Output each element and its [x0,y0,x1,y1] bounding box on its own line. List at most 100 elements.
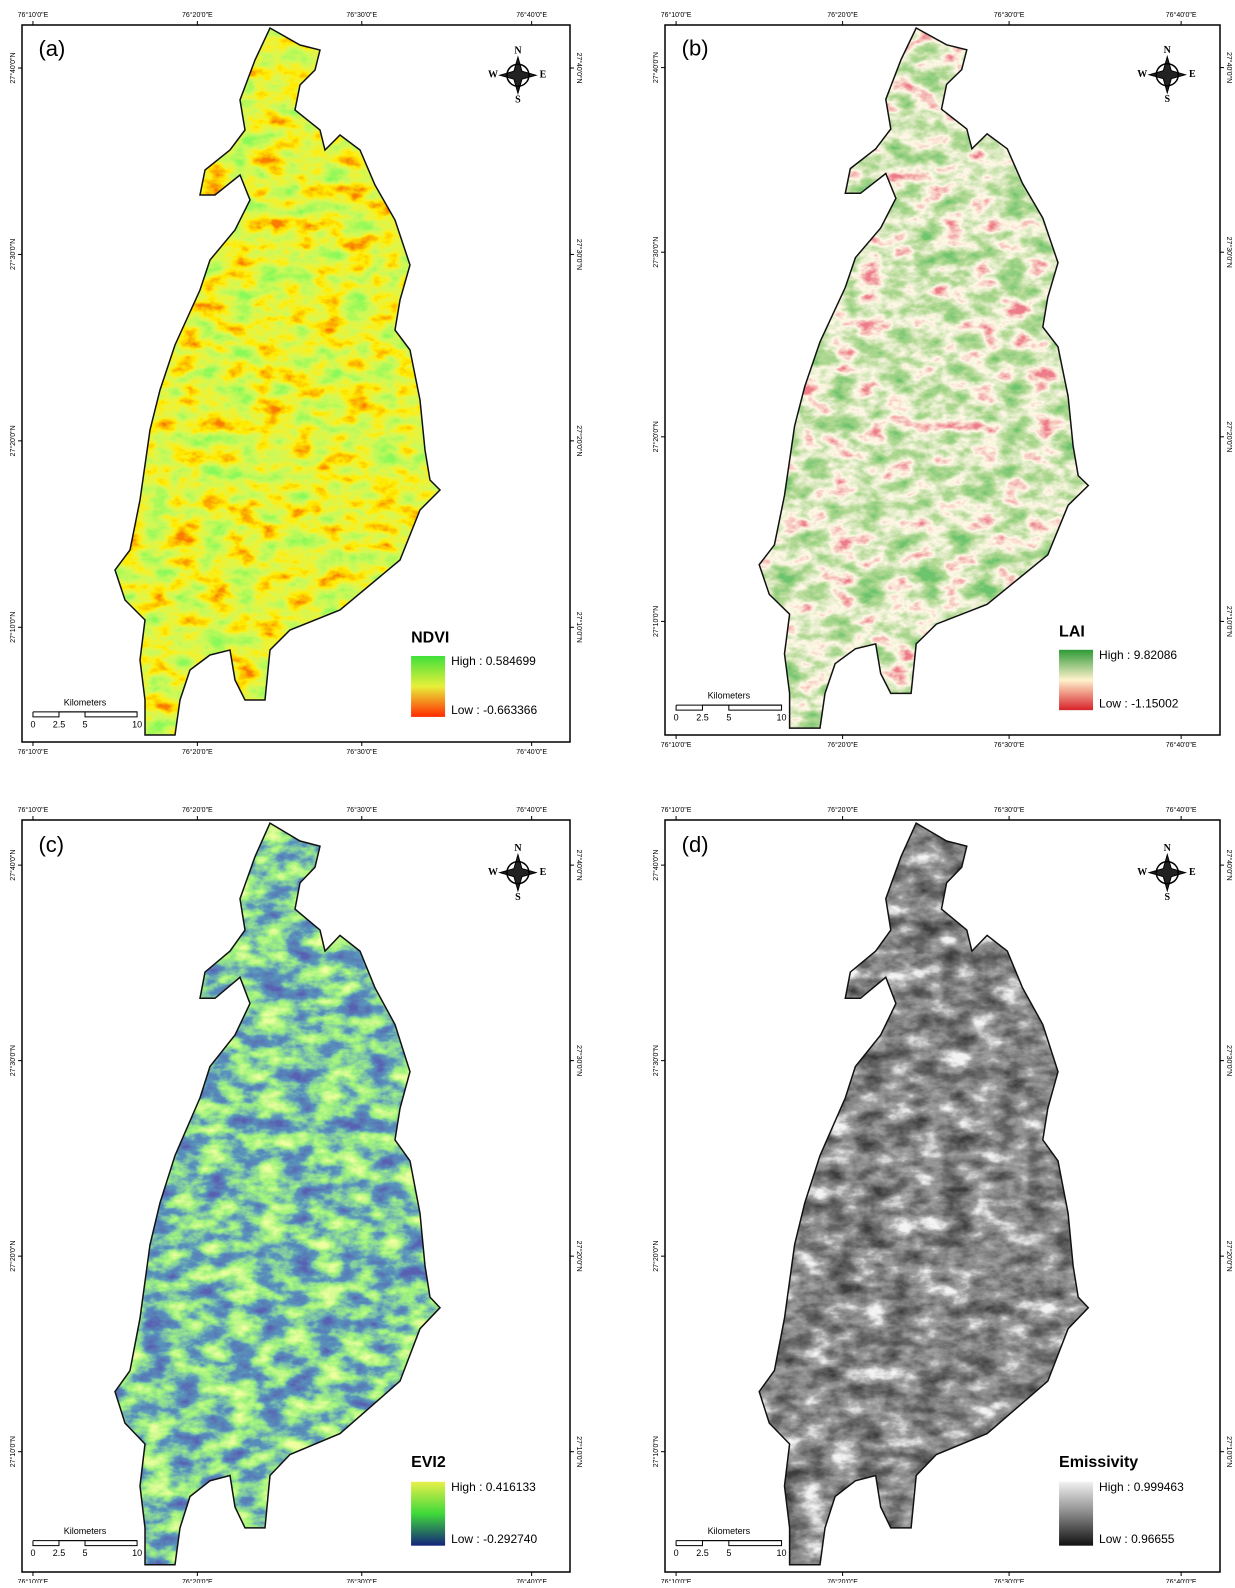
lon-label: 76°40'0"E [516,806,547,814]
compass-w: W [488,69,498,80]
lon-label: 76°30'0"E [994,806,1025,814]
raster [665,25,1220,735]
compass-rose [1149,57,1185,93]
legend-low: Low : -0.292740 [451,1532,537,1546]
lat-label: 27°30'0"N [652,1045,660,1076]
lon-label: 76°30'0"E [994,741,1025,749]
compass-s: S [515,94,521,105]
scale-tick: 0 [30,1548,35,1558]
scale-title: Kilometers [64,1526,107,1536]
map-panel: 76°10'0"E76°10'0"E76°20'0"E76°20'0"E76°3… [652,806,1233,1583]
scale-tick: 0 [30,719,35,729]
legend-ramp [411,656,445,717]
lon-label: 76°10'0"E [18,11,49,19]
lat-label: 27°40'0"N [1225,52,1233,83]
legend-low: Low : 0.96655 [1099,1532,1175,1546]
lon-label: 76°10'0"E [661,741,692,749]
lat-label: 27°20'0"N [9,1241,17,1272]
panel-label: (b) [682,36,709,61]
lat-label: 27°10'0"N [1225,606,1233,637]
scale-title: Kilometers [708,691,751,701]
scale-tick: 5 [83,1548,88,1558]
scale-bar [676,1541,781,1546]
compass-w: W [488,867,498,878]
legend-ramp [1059,650,1093,710]
legend-title: EVI2 [411,1454,446,1471]
compass-rose [500,855,536,891]
scale-tick: 5 [726,1548,731,1558]
page: {"graticule":{"longitudes":["76°10'0\"E"… [0,0,1235,1583]
lon-label: 76°10'0"E [18,748,49,756]
lon-label: 76°40'0"E [1166,1578,1197,1583]
lon-label: 76°40'0"E [516,11,547,19]
lat-label: 27°40'0"N [1225,850,1233,881]
lon-label: 76°40'0"E [516,1578,547,1583]
legend-low: Low : -0.663366 [451,703,537,717]
lat-label: 27°30'0"N [1225,1045,1233,1076]
map-panel: 76°10'0"E76°10'0"E76°20'0"E76°20'0"E76°3… [9,11,583,756]
lon-label: 76°10'0"E [661,11,692,19]
scale-tick: 10 [132,719,142,729]
scale-tick: 2.5 [696,1548,709,1558]
legend-title: LAI [1059,623,1085,640]
lat-label: 27°40'0"N [575,850,583,881]
lat-label: 27°30'0"N [575,239,583,270]
compass-e: E [540,69,547,80]
lat-label: 27°20'0"N [1225,1241,1233,1272]
lat-label: 27°40'0"N [9,850,17,881]
lat-label: 27°20'0"N [652,421,660,452]
lon-label: 76°20'0"E [827,806,858,814]
scale-tick: 5 [83,719,88,729]
lat-label: 27°10'0"N [1225,1436,1233,1467]
legend-low: Low : -1.15002 [1099,696,1179,710]
scale-title: Kilometers [708,1526,751,1536]
lon-label: 76°20'0"E [827,11,858,19]
lon-label: 76°40'0"E [1166,11,1197,19]
lon-label: 76°20'0"E [827,741,858,749]
panel-label: (c) [38,832,64,857]
lat-label: 27°20'0"N [652,1241,660,1272]
lat-label: 27°30'0"N [1225,237,1233,268]
scale-tick: 10 [777,1548,787,1558]
map-panel: 76°10'0"E 76°10'0"E 76°20'0"E 76°20'0"E 76°3… [9,806,583,1583]
lon-label: 76°10'0"E [661,806,692,814]
lon-label: 76°20'0"E [182,806,213,814]
compass-n: N [1164,45,1172,56]
compass-n: N [514,45,522,56]
lon-label: 76°10'0"E [18,806,49,814]
lat-label: 27°40'0"N [9,52,17,83]
raster [22,820,570,1572]
legend-title: Emissivity [1059,1454,1138,1471]
lon-label: 76°40'0"E [1166,741,1197,749]
scale-tick: 10 [777,713,787,723]
lat-label: 27°40'0"N [575,52,583,83]
lat-label: 27°10'0"N [9,612,17,643]
legend-high: High : 0.416133 [451,1480,536,1494]
scale-bar [676,705,781,710]
lat-label: 27°10'0"N [575,612,583,643]
lat-label: 27°10'0"N [575,1436,583,1467]
scale-tick: 0 [674,1548,679,1558]
lon-label: 76°20'0"E [182,748,213,756]
scale-tick: 2.5 [53,1548,66,1558]
lon-label: 76°20'0"E [182,11,213,19]
legend-high: High : 9.82086 [1099,648,1177,662]
lon-label: 76°30'0"E [994,1578,1025,1583]
lon-label: 76°30'0"E [994,11,1025,19]
compass-rose [1149,855,1185,891]
lat-label: 27°40'0"N [652,52,660,83]
compass-w: W [1137,69,1147,80]
scale-bar [33,712,137,717]
compass-s: S [1164,94,1170,105]
scale-tick: 2.5 [696,713,709,723]
scale-tick: 2.5 [53,719,66,729]
lat-label: 27°40'0"N [652,850,660,881]
scale-bar [33,1541,137,1546]
compass-s: S [515,892,521,903]
lat-label: 27°10'0"N [652,1436,660,1467]
lon-label: 76°20'0"E [827,1578,858,1583]
lon-label: 76°30'0"E [346,1578,377,1583]
lon-label: 76°20'0"E [182,1578,213,1583]
lon-label: 76°10'0"E [18,1578,49,1583]
scale-title: Kilometers [64,697,107,707]
